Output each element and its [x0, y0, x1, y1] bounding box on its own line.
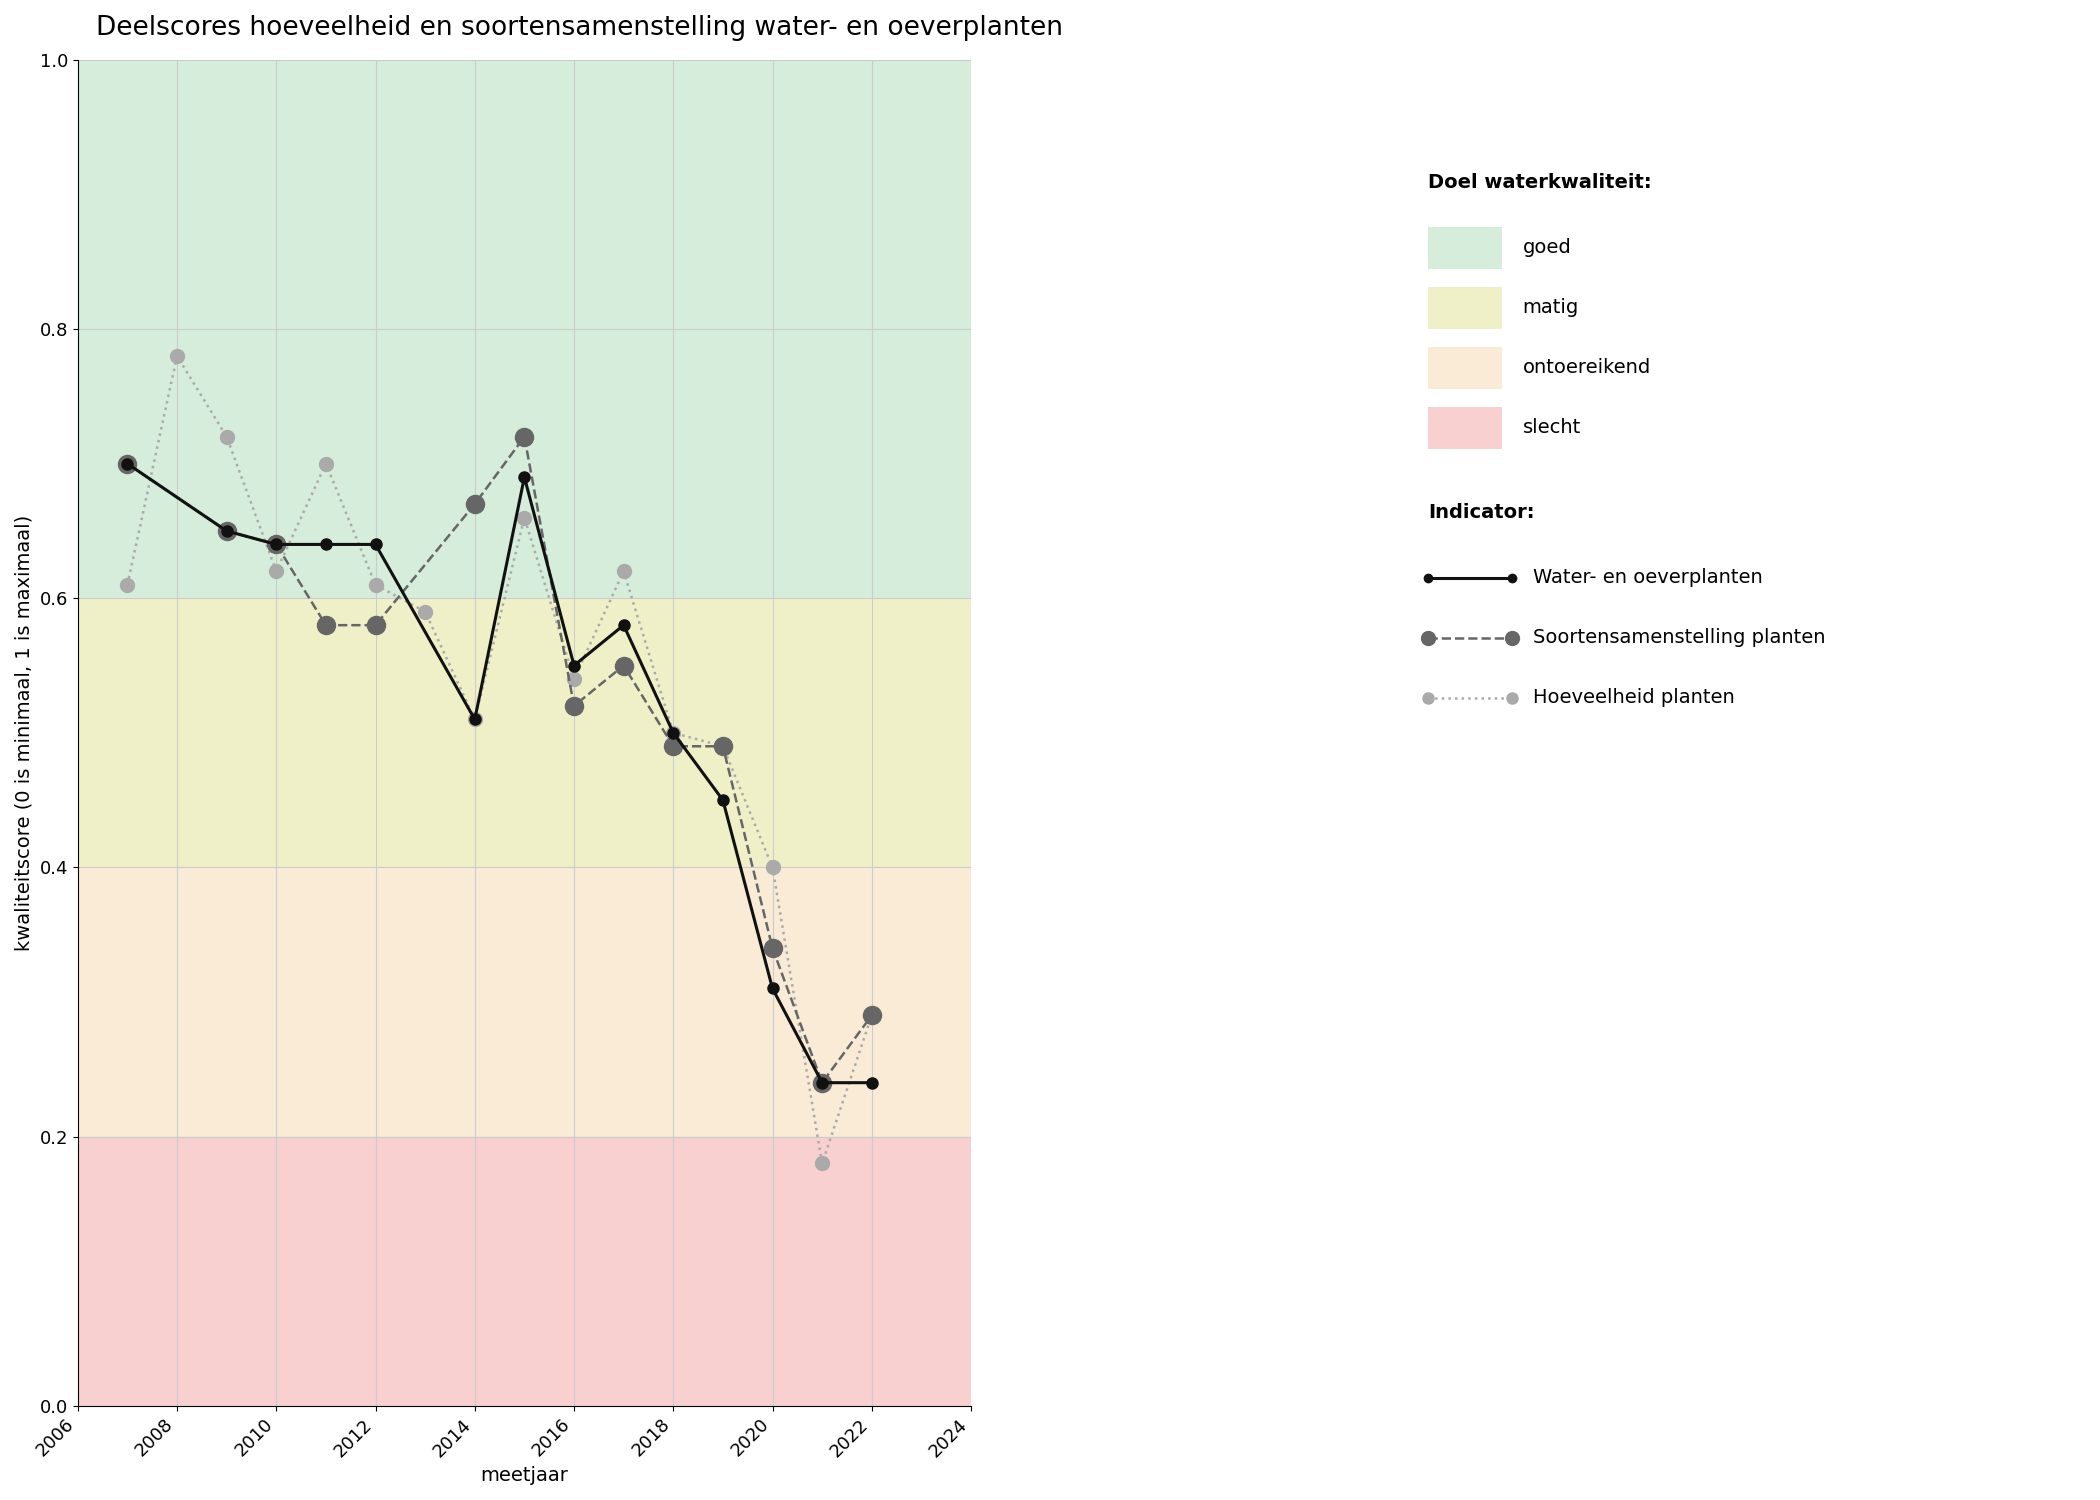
- Bar: [78, 598, 970, 867]
- Bar: [78, 1137, 970, 1406]
- Text: Deelscores hoeveelheid en soortensamenstelling water- en oeverplanten: Deelscores hoeveelheid en soortensamenst…: [97, 15, 1063, 40]
- Text: Water- en oeverplanten: Water- en oeverplanten: [1533, 568, 1762, 586]
- Text: Indicator:: Indicator:: [1428, 503, 1535, 522]
- Text: goed: goed: [1522, 238, 1571, 256]
- Text: Doel waterkwaliteit:: Doel waterkwaliteit:: [1428, 172, 1651, 192]
- Y-axis label: kwaliteitscore (0 is minimaal, 1 is maximaal): kwaliteitscore (0 is minimaal, 1 is maxi…: [15, 514, 34, 951]
- Bar: [78, 867, 970, 1137]
- X-axis label: meetjaar: meetjaar: [481, 1466, 569, 1485]
- Text: slecht: slecht: [1522, 419, 1581, 436]
- Text: matig: matig: [1522, 298, 1579, 316]
- Text: ontoereikend: ontoereikend: [1522, 358, 1651, 376]
- Text: Hoeveelheid planten: Hoeveelheid planten: [1533, 688, 1735, 706]
- Bar: [78, 60, 970, 599]
- Text: Soortensamenstelling planten: Soortensamenstelling planten: [1533, 628, 1825, 646]
